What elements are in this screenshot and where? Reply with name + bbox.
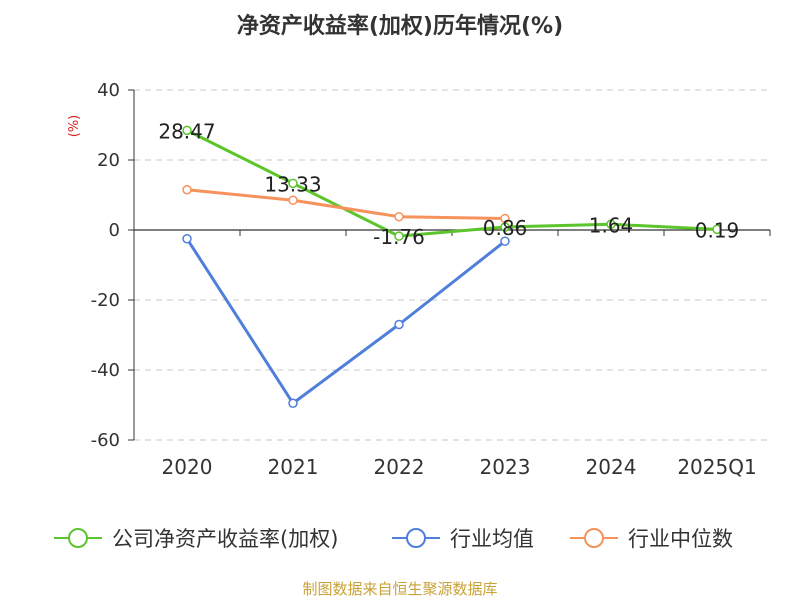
legend-marker [406, 528, 426, 548]
data-point [500, 213, 510, 224]
x-tick-label: 2021 [268, 455, 319, 479]
series-layer [182, 125, 722, 408]
y-tick-label: -40 [91, 360, 120, 381]
data-label: 1.64 [589, 213, 634, 237]
x-tick-label: 2024 [586, 455, 637, 479]
legend-label: 行业中位数 [628, 527, 733, 551]
data-point [394, 319, 404, 330]
data-point [288, 398, 298, 408]
legend-marker [584, 528, 604, 548]
series-line-1 [185, 237, 506, 405]
data-point [394, 231, 404, 241]
data-label: 13.33 [264, 172, 321, 196]
data-point [288, 178, 298, 189]
legend-item[interactable]: 公司净资产收益率(加权) [54, 527, 338, 551]
series-line-0 [186, 129, 718, 238]
data-label: -1.76 [373, 225, 425, 249]
y-tick-label: -20 [91, 290, 120, 311]
data-label-layer: 28.47 13.33 -1.76 0.86 1.64 0.19 [158, 119, 739, 249]
x-tick-label: 2022 [374, 455, 425, 479]
data-point [182, 234, 192, 244]
data-point [182, 185, 192, 195]
data-point [712, 224, 722, 235]
x-tick-label: 2025Q1 [677, 455, 756, 479]
grid-layer [134, 89, 770, 441]
y-tick-label: 0 [109, 220, 120, 241]
y-tick-label: -60 [91, 430, 120, 451]
y-axis-label: (%) [67, 115, 82, 138]
data-point [182, 125, 192, 136]
data-point [606, 219, 616, 230]
y-tick-label: 20 [97, 150, 120, 171]
legend-label: 行业均值 [450, 527, 534, 551]
data-label: 28.47 [158, 119, 215, 143]
y-tick-label: 40 [97, 80, 120, 101]
series-line-2 [186, 188, 506, 220]
legend-marker [68, 528, 88, 548]
data-point [288, 195, 298, 205]
legend: 公司净资产收益率(加权) 行业均值 行业中位数 [54, 527, 733, 551]
chart-title: 净资产收益率(加权)历年情况(%) [237, 13, 563, 39]
data-point [394, 211, 404, 222]
x-tick-label: 2020 [162, 455, 213, 479]
x-tick-label: 2023 [480, 455, 531, 479]
data-point [500, 236, 510, 246]
data-label: 0.19 [695, 218, 740, 242]
data-label: 0.86 [483, 216, 528, 240]
legend-item[interactable]: 行业中位数 [570, 527, 733, 551]
axis-layer: 40 20 0 -20 -40 -60 2020 2021 2022 2023 2024 2025Q1 [91, 80, 771, 479]
legend-item[interactable]: 行业均值 [392, 527, 534, 551]
source-note: 制图数据来自恒生聚源数据库 [302, 580, 497, 598]
legend-label: 公司净资产收益率(加权) [112, 527, 338, 551]
